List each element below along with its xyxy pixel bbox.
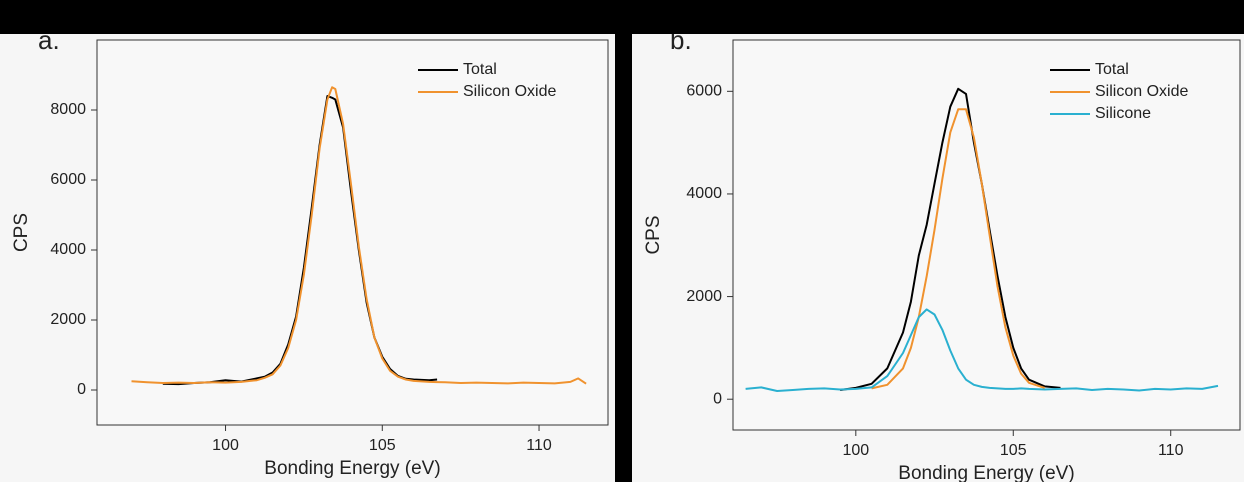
x-tick-label: 105: [1000, 442, 1027, 459]
x-axis-label: Bonding Energy (eV): [898, 463, 1074, 482]
y-tick-label: 4000: [50, 241, 86, 258]
series-line: [871, 108, 1046, 390]
plot-area: [732, 39, 1241, 431]
y-tick-label: 4000: [686, 185, 722, 202]
legend-label: Silicone: [1095, 105, 1151, 122]
x-axis-label: Bonding Energy (eV): [264, 458, 440, 479]
y-tick-label: 6000: [686, 83, 722, 100]
series-line: [839, 87, 1061, 391]
legend-label: Total: [463, 61, 497, 78]
x-tick-label: 110: [526, 437, 552, 454]
y-tick-label: 8000: [50, 101, 86, 118]
y-tick-label: 0: [713, 390, 722, 407]
series-line: [745, 308, 1219, 392]
y-tick-label: 0: [77, 381, 86, 398]
series-line: [131, 86, 587, 385]
y-tick-label: 6000: [50, 171, 86, 188]
legend-label: Total: [1095, 61, 1129, 78]
legend-label: Silicon Oxide: [1095, 83, 1188, 100]
x-tick-label: 110: [1158, 442, 1184, 459]
x-tick-label: 100: [842, 442, 869, 459]
y-axis-label: CPS: [643, 215, 664, 254]
divider: [615, 0, 632, 482]
y-tick-label: 2000: [686, 288, 722, 305]
x-tick-label: 105: [369, 437, 396, 454]
x-tick-label: 100: [212, 437, 239, 454]
legend-label: Silicon Oxide: [463, 83, 556, 100]
y-tick-label: 2000: [50, 311, 86, 328]
plot-area: [96, 39, 609, 426]
y-axis-label: CPS: [11, 213, 32, 252]
